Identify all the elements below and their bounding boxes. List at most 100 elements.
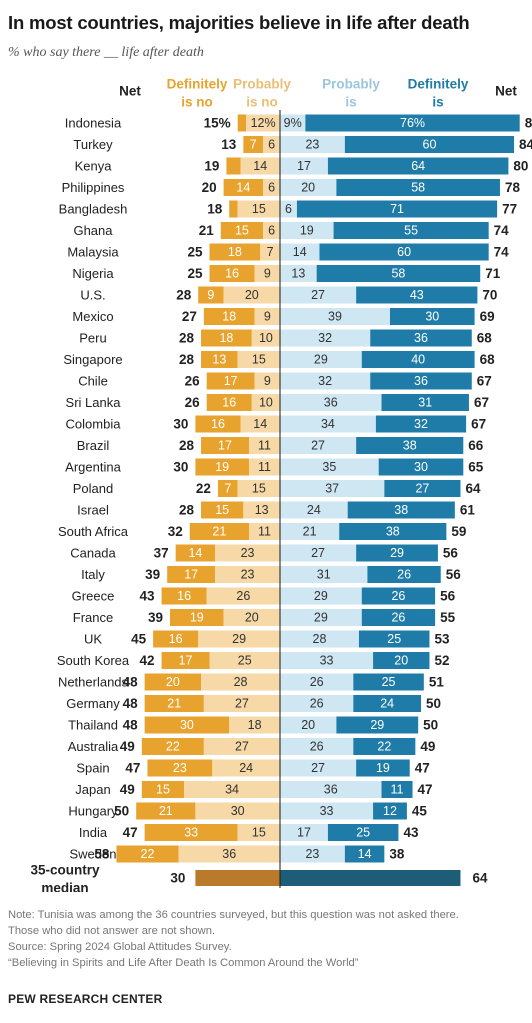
label-definitely-is: 31 (418, 396, 432, 410)
net-no-value: 25 (187, 266, 203, 281)
net-is-value: 59 (451, 524, 466, 539)
bar-definitely-no (195, 458, 249, 476)
bar-definitely-is (327, 824, 399, 841)
net-is-value: 65 (468, 460, 484, 475)
bar-definitely-no (243, 136, 264, 153)
label-definitely-no: 16 (211, 417, 225, 431)
net-no-value: 48 (123, 696, 139, 711)
bar-probably-no (203, 695, 280, 712)
bar-probably-no (254, 265, 280, 282)
bar-definitely-is (356, 759, 410, 777)
label-probably-is: 21 (303, 525, 317, 539)
label-probably-no: 30 (231, 804, 245, 818)
bar-probably-no (240, 415, 280, 433)
label-probably-is: 36 (324, 783, 338, 797)
label-definitely-no: 17 (184, 568, 198, 582)
country-label: Argentina (65, 460, 121, 475)
bar-definitely-no (209, 265, 255, 282)
bar-probably-no (240, 157, 280, 175)
label-definitely-no: 20 (166, 675, 180, 689)
net-no-value: 19 (204, 159, 219, 174)
net-is-value: 67 (471, 417, 486, 432)
label-probably-is: 26 (310, 740, 324, 754)
label-probably-no: 9 (264, 374, 271, 388)
bar-probably-no (198, 630, 280, 648)
header-probably-is-line1: Probably (322, 77, 380, 92)
label-definitely-is: 38 (403, 439, 417, 453)
chart-title: In most countries, majorities believe in… (8, 12, 470, 33)
net-is-value: 68 (477, 331, 493, 346)
label-probably-no: 23 (241, 546, 255, 560)
bar-probably-is (280, 480, 385, 497)
bar-probably-is (280, 630, 359, 648)
bar-probably-no (215, 566, 280, 583)
label-probably-no: 12% (251, 116, 276, 130)
bar-probably-is (280, 157, 328, 175)
label-definitely-is: 30 (414, 460, 428, 474)
net-no-value: 39 (148, 610, 163, 625)
bar-probably-no (237, 351, 280, 368)
country-label: Philippines (62, 180, 125, 195)
label-probably-no: 28 (234, 675, 248, 689)
net-no-value: 25 (187, 245, 203, 260)
net-is-value: 74 (494, 245, 510, 260)
label-probably-no: 11 (258, 460, 271, 474)
net-no-value: 28 (179, 503, 195, 518)
bar-definitely-no (141, 738, 204, 755)
net-no-value: 50 (114, 804, 129, 819)
bar-definitely-no (144, 824, 238, 841)
bar-definitely-is (336, 179, 500, 196)
bar-median-is (280, 870, 461, 886)
bar-median-no (195, 870, 280, 886)
bar-probably-no (254, 372, 280, 390)
country-label: Mexico (72, 309, 113, 324)
country-label: Greece (72, 589, 115, 604)
net-no-value: 27 (182, 309, 197, 324)
bar-definitely-is (353, 738, 416, 755)
bar-definitely-is (370, 329, 472, 347)
country-label: Ghana (73, 223, 113, 238)
net-is-value: 61 (460, 503, 476, 518)
net-no-value: 28 (179, 352, 195, 367)
bar-definitely-is (319, 243, 489, 261)
bar-probably-no (237, 480, 280, 497)
net-is-value: 71 (485, 266, 501, 281)
label-definitely-no: 16 (169, 632, 183, 646)
label-definitely-is: 25 (387, 632, 401, 646)
bar-definitely-is (361, 609, 436, 626)
label-definitely-no: 33 (184, 826, 198, 840)
bar-definitely-is (305, 114, 520, 132)
net-is-value: 38 (389, 847, 405, 862)
label-probably-no: 27 (235, 697, 249, 711)
net-no-value: 30 (173, 417, 188, 432)
label-probably-is: 9% (284, 116, 302, 130)
label-probably-no: 20 (245, 611, 259, 625)
bar-definitely-no (153, 630, 199, 648)
label-probably-is: 32 (318, 331, 332, 345)
label-definitely-no: 17 (179, 654, 193, 668)
label-probably-is: 33 (320, 654, 334, 668)
bar-probably-no (223, 286, 280, 304)
bar-probably-no (254, 308, 280, 325)
bar-probably-no (251, 394, 280, 411)
header-net-left: Net (119, 84, 141, 99)
bar-probably-is (280, 673, 354, 691)
bar-definitely-no (237, 114, 247, 132)
bar-definitely-is (367, 566, 441, 583)
label-probably-no: 10 (259, 331, 273, 345)
bar-definitely-no (144, 716, 230, 734)
net-no-value: 58 (94, 847, 110, 862)
net-is-value: 84 (519, 137, 532, 152)
label-definitely-is: 60 (423, 138, 437, 152)
bar-definitely-no (203, 308, 255, 325)
net-no-value: 48 (123, 675, 139, 690)
bar-definitely-is (339, 523, 447, 540)
net-is-value: 67 (474, 395, 489, 410)
country-label: South Africa (58, 524, 129, 539)
net-no-value: 28 (176, 288, 192, 303)
label-definitely-is: 19 (376, 761, 390, 775)
label-probably-is: 14 (293, 245, 307, 259)
bar-definitely-no (201, 351, 238, 368)
label-definitely-no: 15 (156, 783, 170, 797)
bar-probably-no (260, 243, 280, 261)
